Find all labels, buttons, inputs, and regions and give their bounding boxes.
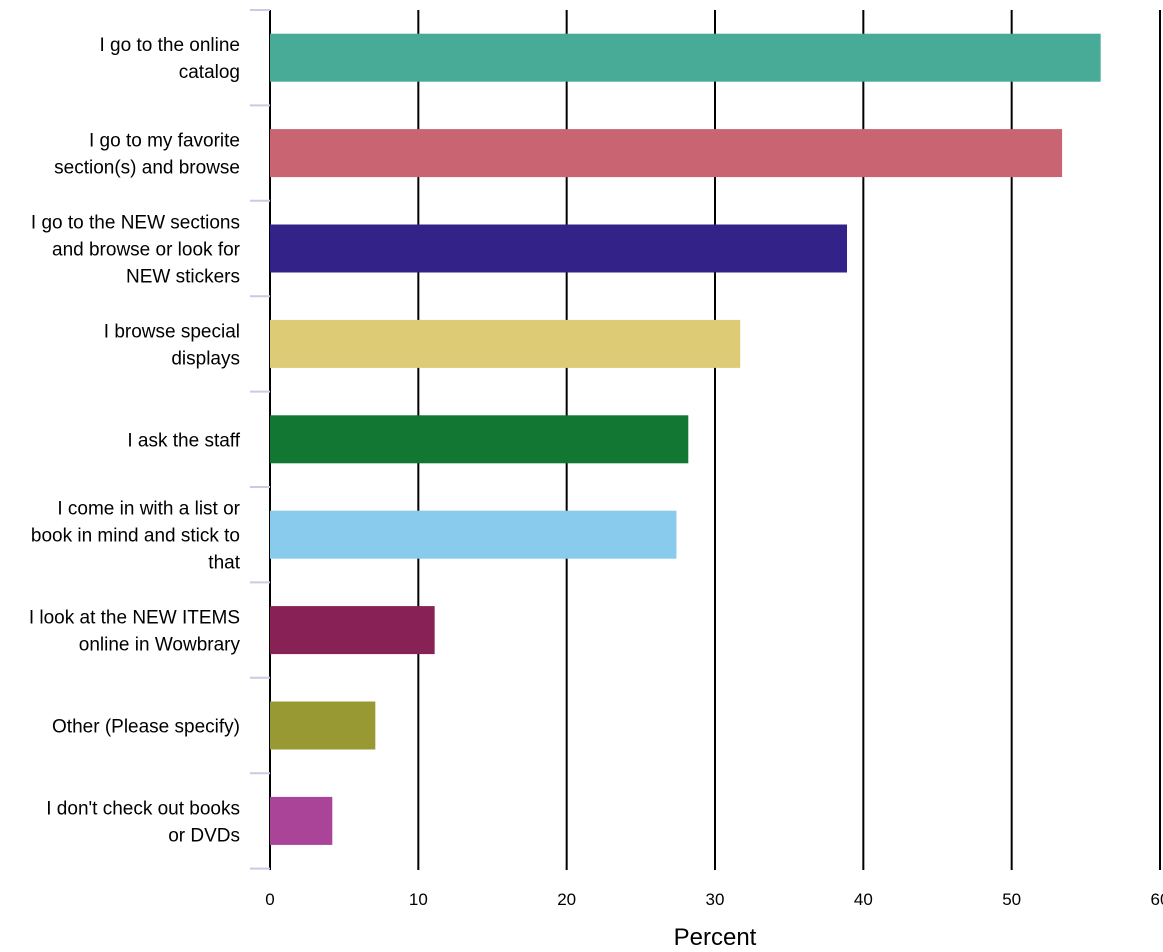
category-label: I don't check out books	[46, 798, 240, 819]
category-label: I go to my favorite	[89, 131, 240, 152]
bar	[270, 796, 333, 845]
x-tick-label: 0	[265, 890, 274, 909]
bar	[270, 510, 677, 559]
x-axis-title: Percent	[674, 924, 757, 951]
category-label: I look at the NEW ITEMS	[29, 608, 240, 629]
category-label: I browse special	[104, 321, 240, 342]
bar	[270, 224, 848, 273]
category-label: book in mind and stick to	[31, 526, 240, 547]
bar	[270, 129, 1063, 178]
category-label: I go to the online	[100, 35, 241, 56]
x-tick-labels: 0 10 20 30 40 50 60	[265, 890, 1163, 909]
bars	[270, 33, 1101, 845]
bar	[270, 415, 689, 464]
category-label: that	[208, 553, 240, 574]
category-labels: I go to the online catalog I go to my favo…	[29, 35, 241, 846]
category-label: or DVDs	[168, 825, 240, 846]
x-tick-label: 10	[409, 890, 428, 909]
bar	[270, 606, 435, 655]
category-label: I come in with a list or	[57, 499, 240, 520]
bar	[270, 701, 376, 750]
category-label: section(s) and browse	[54, 158, 240, 179]
category-label: I go to the NEW sections	[31, 213, 240, 234]
category-label: Other (Please specify)	[52, 717, 240, 738]
x-tick-label: 60	[1151, 890, 1163, 909]
category-label: online in Wowbrary	[79, 635, 241, 656]
category-label: NEW stickers	[126, 267, 240, 288]
bar	[270, 319, 741, 368]
bar	[270, 33, 1101, 82]
x-tick-label: 50	[1002, 890, 1021, 909]
category-label: and browse or look for	[52, 240, 241, 261]
x-tick-label: 30	[706, 890, 725, 909]
category-label: catalog	[179, 62, 240, 83]
category-label: I ask the staff	[127, 430, 240, 451]
category-ticks	[250, 9, 270, 870]
x-tick-label: 20	[557, 890, 576, 909]
x-tick-label: 40	[854, 890, 873, 909]
category-label: displays	[171, 348, 240, 369]
